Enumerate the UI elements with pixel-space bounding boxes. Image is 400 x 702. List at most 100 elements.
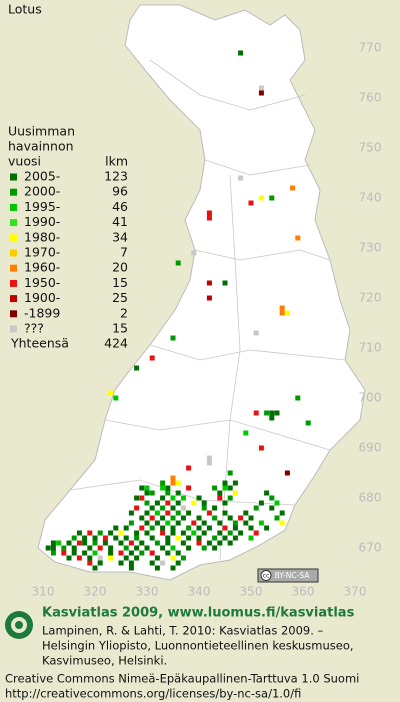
record-square (170, 480, 176, 486)
record-square (144, 490, 150, 496)
country-outline (37, 4, 366, 581)
legend-swatch (10, 295, 17, 303)
y-axis-label: 710 (359, 341, 382, 355)
legend-count: 20 (112, 260, 128, 275)
legend-count: 123 (104, 169, 128, 184)
record-square (258, 195, 264, 201)
record-square (154, 520, 160, 526)
record-square (180, 515, 186, 521)
record-square (108, 550, 114, 556)
record-square (154, 510, 160, 516)
x-axis-label: 330 (136, 585, 159, 599)
record-square (180, 540, 186, 546)
y-axis-label: 740 (359, 191, 382, 205)
record-square (238, 50, 244, 56)
legend-count: 25 (112, 290, 128, 305)
record-square (175, 500, 181, 506)
y-axis-label: 700 (359, 391, 382, 405)
record-square (243, 430, 249, 436)
record-square (232, 520, 238, 526)
record-square (279, 305, 285, 311)
legend-count: 15 (112, 275, 128, 290)
record-square (227, 515, 233, 521)
legend-label: 2000- (24, 184, 60, 199)
record-square (76, 555, 82, 561)
record-square (45, 545, 51, 551)
legend-total-label: Yhteensä (10, 336, 69, 351)
record-square (170, 335, 176, 341)
record-square (290, 185, 296, 191)
record-square (279, 520, 285, 526)
record-square (206, 215, 212, 221)
record-square (118, 560, 124, 566)
footer-heading: Kasviatlas 2009, www.luomus.fi/kasviatla… (42, 606, 355, 621)
x-axis-label: 370 (344, 585, 367, 599)
record-square (196, 540, 202, 546)
legend-label: 1980- (24, 229, 60, 244)
record-square (196, 535, 202, 541)
record-square (165, 550, 171, 556)
legend-count: 34 (112, 229, 128, 244)
record-square (108, 545, 114, 551)
record-square (139, 515, 145, 521)
x-axis-label: 350 (240, 585, 263, 599)
record-square (212, 545, 218, 551)
record-square (128, 540, 134, 546)
record-square (154, 540, 160, 546)
record-square (170, 545, 176, 551)
record-square (258, 90, 264, 96)
record-square (82, 540, 88, 546)
record-square (61, 550, 67, 556)
record-square (279, 510, 285, 516)
record-square (206, 540, 212, 546)
record-square (212, 515, 218, 521)
record-square (274, 515, 280, 521)
citation-line: Kasvimuseo, Helsinki. (42, 654, 167, 668)
x-axis-label: 360 (292, 585, 315, 599)
record-square (134, 545, 140, 551)
license-badge: cc BY-NC-SA (257, 568, 319, 583)
record-square (170, 515, 176, 521)
record-square (144, 545, 150, 551)
record-square (97, 555, 103, 561)
legend-total: 424 (104, 336, 128, 351)
record-square (232, 490, 238, 496)
record-square (97, 545, 103, 551)
record-square (139, 525, 145, 531)
record-square (165, 535, 171, 541)
record-square (134, 535, 140, 541)
record-square (144, 510, 150, 516)
record-square (76, 540, 82, 546)
record-square (206, 455, 212, 461)
record-square (165, 490, 171, 496)
legend-swatch (10, 234, 17, 242)
record-square (206, 525, 212, 531)
record-square (123, 545, 129, 551)
record-square (113, 535, 119, 541)
record-square (227, 470, 233, 476)
record-square (222, 525, 228, 531)
record-square (206, 210, 212, 216)
record-square (248, 515, 254, 521)
record-square (108, 555, 114, 561)
record-square (248, 535, 254, 541)
record-square (243, 510, 249, 516)
record-square (165, 485, 171, 491)
record-square (149, 550, 155, 556)
x-axis-label: 320 (84, 585, 107, 599)
record-square (191, 250, 197, 256)
record-square (232, 480, 238, 486)
record-square (186, 525, 192, 531)
record-square (201, 505, 207, 511)
y-axis-label: 670 (359, 541, 382, 555)
record-square (165, 500, 171, 506)
record-square (165, 540, 171, 546)
record-square (71, 545, 77, 551)
record-square (274, 410, 280, 416)
record-square (82, 535, 88, 541)
record-square (295, 235, 301, 241)
record-square (186, 535, 192, 541)
record-square (128, 550, 134, 556)
